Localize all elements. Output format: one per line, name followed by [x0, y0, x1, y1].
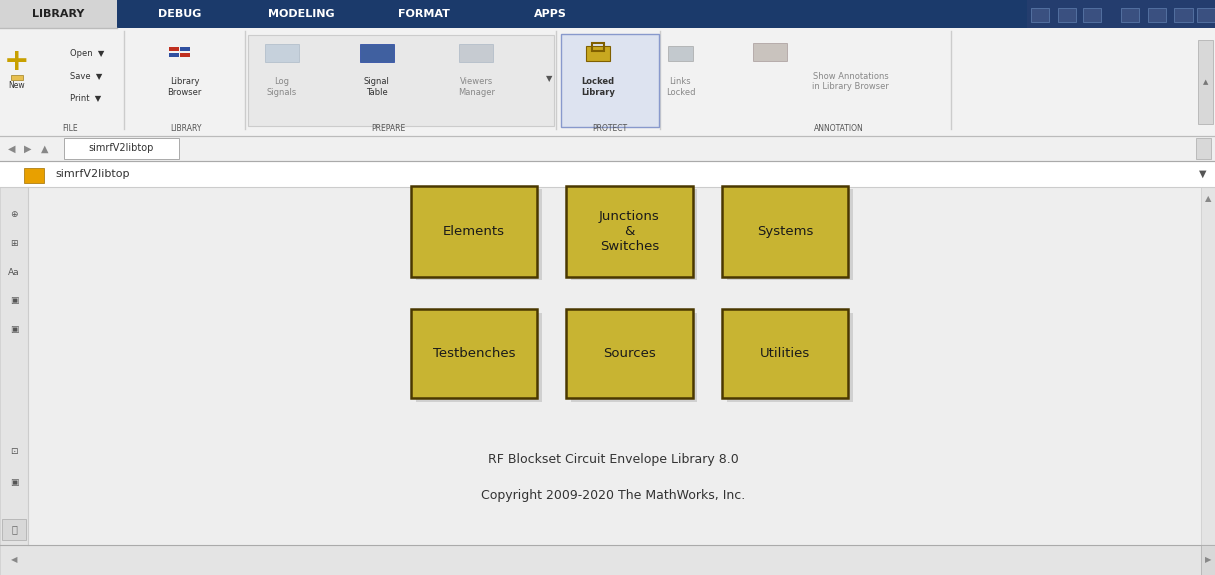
Text: Signal
Table: Signal Table — [363, 78, 390, 97]
Text: +: + — [4, 47, 30, 76]
Bar — [722, 186, 848, 277]
Text: MODELING: MODELING — [269, 9, 334, 19]
Bar — [1200, 187, 1215, 545]
Text: ▶: ▶ — [24, 144, 32, 154]
Text: Utilities: Utilities — [759, 347, 810, 360]
Bar — [0, 28, 1215, 136]
Text: Viewers
Manager: Viewers Manager — [458, 78, 495, 97]
Bar — [753, 43, 787, 61]
Bar — [586, 46, 610, 61]
Bar — [169, 52, 179, 57]
Bar — [24, 168, 44, 183]
Text: Sources: Sources — [603, 347, 656, 360]
Text: Library
Browser: Library Browser — [168, 78, 202, 97]
Bar — [416, 313, 542, 401]
Bar — [1148, 7, 1166, 22]
Text: Log
Signals: Log Signals — [267, 78, 296, 97]
Bar — [727, 189, 853, 280]
Bar — [722, 309, 848, 398]
Text: Copyright 2009-2020 The MathWorks, Inc.: Copyright 2009-2020 The MathWorks, Inc. — [481, 489, 746, 502]
Bar — [0, 0, 117, 28]
Text: ▣: ▣ — [10, 325, 18, 334]
Bar — [571, 313, 697, 401]
Bar — [1030, 7, 1049, 22]
Bar — [1196, 138, 1211, 159]
Text: Save  ▼: Save ▼ — [70, 71, 103, 80]
Bar — [2, 519, 26, 540]
Bar — [561, 34, 659, 127]
Bar — [1198, 7, 1215, 22]
Bar — [459, 44, 493, 62]
Text: ▣: ▣ — [10, 478, 18, 488]
Text: ▼: ▼ — [546, 74, 553, 83]
Bar — [727, 313, 853, 401]
Text: Testbenches: Testbenches — [433, 347, 515, 360]
Text: ⊞: ⊞ — [10, 239, 18, 248]
Bar — [668, 46, 693, 61]
Text: ▲: ▲ — [1205, 194, 1211, 203]
Text: APPS: APPS — [533, 9, 567, 19]
Text: ◀: ◀ — [11, 555, 17, 565]
Text: Locked
Library: Locked Library — [581, 78, 615, 97]
Text: RF Blockset Circuit Envelope Library 8.0: RF Blockset Circuit Envelope Library 8.0 — [488, 454, 739, 466]
Text: PROTECT: PROTECT — [593, 124, 627, 132]
Text: Aa: Aa — [9, 267, 19, 277]
Bar — [411, 186, 537, 277]
Bar — [592, 43, 604, 51]
Bar — [265, 44, 299, 62]
Bar — [571, 189, 697, 280]
Text: ▲: ▲ — [1203, 79, 1208, 85]
Bar — [180, 52, 190, 57]
Bar — [1057, 7, 1076, 22]
Bar — [1084, 7, 1101, 22]
Bar — [566, 186, 693, 277]
Text: ⊡: ⊡ — [10, 447, 18, 456]
Bar — [1200, 545, 1215, 575]
Text: ◀: ◀ — [9, 144, 16, 154]
Bar — [180, 47, 190, 51]
Bar — [0, 0, 1215, 28]
Text: Elements: Elements — [442, 225, 505, 237]
Bar — [566, 309, 693, 398]
Text: ▶: ▶ — [1205, 555, 1211, 565]
Text: DEBUG: DEBUG — [158, 9, 202, 19]
Text: Print  ▼: Print ▼ — [70, 93, 102, 102]
Bar — [360, 44, 394, 62]
Text: Systems: Systems — [757, 225, 813, 237]
Text: FILE: FILE — [63, 124, 78, 132]
Bar — [11, 75, 23, 79]
Text: ⊕: ⊕ — [10, 210, 18, 219]
Text: 🔒: 🔒 — [11, 524, 17, 534]
Text: Junctions
&
Switches: Junctions & Switches — [599, 210, 660, 252]
Text: New: New — [9, 81, 26, 90]
Bar — [1027, 0, 1215, 28]
Bar — [0, 136, 1215, 161]
Text: Open  ▼: Open ▼ — [70, 49, 104, 58]
Bar — [411, 309, 537, 398]
Bar — [248, 35, 554, 125]
Text: FORMAT: FORMAT — [399, 9, 450, 19]
Text: LIBRARY: LIBRARY — [32, 9, 85, 19]
Text: PREPARE: PREPARE — [372, 124, 406, 132]
Bar — [169, 47, 179, 51]
Bar — [0, 161, 1215, 187]
Bar — [28, 187, 1200, 545]
Text: simrfV2libtop: simrfV2libtop — [56, 169, 130, 179]
Bar — [0, 187, 28, 545]
Bar — [0, 545, 1215, 575]
Text: simrfV2libtop: simrfV2libtop — [89, 144, 154, 154]
Text: LIBRARY: LIBRARY — [170, 124, 202, 132]
Text: ▣: ▣ — [10, 296, 18, 305]
Bar — [64, 138, 179, 159]
Bar — [1121, 7, 1140, 22]
Text: ▲: ▲ — [41, 144, 49, 154]
Text: Links
Locked: Links Locked — [666, 78, 695, 97]
Text: ▼: ▼ — [1199, 169, 1206, 179]
Text: Show Annotations
in Library Browser: Show Annotations in Library Browser — [812, 72, 889, 91]
Bar — [1175, 7, 1193, 22]
Text: ANNOTATION: ANNOTATION — [814, 124, 863, 132]
Bar — [1198, 40, 1213, 124]
Bar — [416, 189, 542, 280]
